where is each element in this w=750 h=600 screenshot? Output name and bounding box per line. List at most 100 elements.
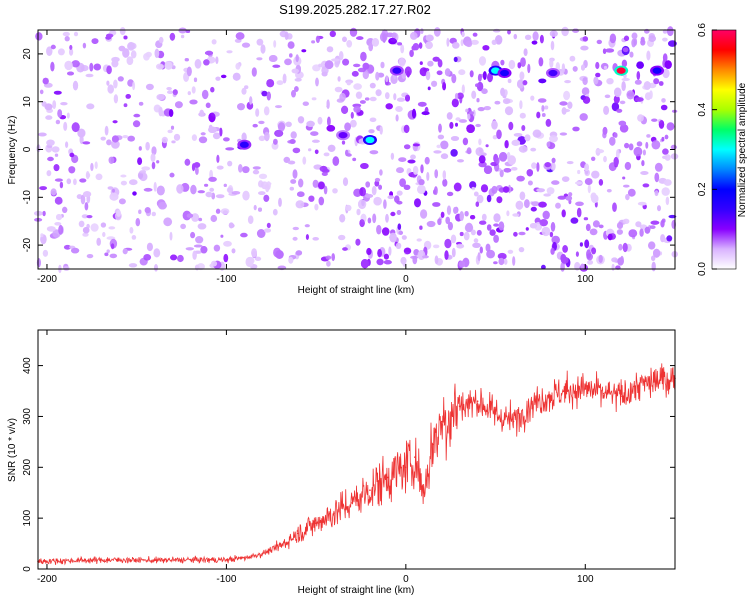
spectrogram-cell — [457, 159, 464, 163]
spectrogram-cell — [664, 134, 669, 140]
spectrogram-cell — [106, 33, 114, 38]
spectrogram-cell — [622, 47, 629, 53]
spectrogram-cell — [180, 34, 185, 39]
spectrogram-cell — [491, 39, 497, 45]
spectrogram-cell — [331, 58, 340, 62]
spectrogram-cell — [584, 239, 590, 249]
spectrogram-cell — [191, 213, 200, 222]
spectrogram-cell — [171, 65, 176, 70]
spectrogram-cell — [216, 154, 220, 163]
snr-data-point — [431, 443, 434, 446]
spectrogram-cell — [446, 191, 454, 197]
spectrogram-cell — [667, 26, 674, 37]
spectrogram-cell — [409, 49, 414, 58]
spectrogram-cell — [494, 100, 501, 105]
spectrogram-cell — [69, 152, 75, 158]
spectrogram-cell — [426, 171, 430, 181]
spectrogram-cell — [478, 138, 482, 146]
spectrogram-cell — [470, 229, 476, 236]
spectrogram-cell — [82, 227, 90, 234]
spectrogram-cell — [654, 190, 659, 197]
spectrogram-cell — [122, 135, 129, 139]
snr-x-tick-label: 100 — [577, 574, 594, 585]
spectrogram-cell — [138, 146, 142, 151]
snr-data-point — [261, 552, 264, 555]
spectrogram-cell — [220, 208, 230, 215]
spectrogram-cell — [308, 195, 315, 202]
spectrogram-cell — [523, 48, 528, 56]
spectrogram-cell — [582, 77, 588, 86]
spectrogram-cell — [549, 135, 558, 143]
spectrogram-cell — [586, 249, 592, 259]
spectrogram-cell — [472, 109, 476, 117]
spectrogram-cell — [318, 63, 322, 68]
spectrogram-cell — [664, 60, 672, 69]
spectrogram-cell — [433, 150, 442, 154]
spectrogram-cell — [46, 139, 55, 146]
spectrogram-cell — [221, 74, 227, 79]
spectrogram-cell — [465, 222, 473, 232]
spectrogram-cell — [582, 36, 588, 42]
spectrogram-cell — [530, 206, 537, 212]
spectrogram-cell — [591, 247, 597, 255]
snr-data-point — [82, 559, 84, 562]
spectrogram-cell — [59, 181, 64, 189]
spectrogram-cell — [109, 253, 118, 259]
spectrogram-cell — [256, 38, 264, 46]
snr-data-point — [656, 380, 658, 382]
spectrogram-cell — [358, 199, 367, 210]
spectrogram-cell — [458, 119, 467, 123]
spectrogram-cell — [150, 153, 156, 163]
spectrogram-cell — [615, 149, 620, 160]
spectrogram-cell — [537, 98, 547, 103]
spectrogram-cell — [151, 146, 157, 156]
spectrogram-cell — [555, 202, 561, 209]
spectrogram-cell — [516, 175, 525, 182]
spectrogram-cell — [60, 102, 68, 106]
spectrogram-cell — [434, 255, 439, 265]
spectrogram-cell — [407, 159, 416, 164]
spectrogram-cell — [96, 237, 101, 246]
spectrogram-cell — [639, 228, 644, 237]
spectrogram-cell — [331, 253, 336, 262]
spectrogram-cell — [394, 195, 400, 203]
spectrogram-cell — [379, 32, 388, 42]
spectrogram-cell — [603, 105, 610, 115]
spectrogram-cell — [575, 201, 584, 206]
spectrogram-feature — [338, 131, 348, 139]
spectrogram-cell — [362, 62, 370, 70]
spectrogram-cell — [40, 233, 44, 238]
spectrogram-cell — [417, 101, 427, 107]
spectrogram-cell — [434, 186, 438, 196]
spectrogram-cell — [291, 68, 299, 74]
spectrogram-cell — [410, 255, 419, 259]
spectrogram-y-tick-label: 20 — [22, 48, 33, 60]
snr-data-point — [584, 387, 587, 390]
snr-data-point — [458, 405, 461, 408]
spectrogram-cell — [406, 70, 410, 78]
spectrogram-cell — [419, 225, 423, 230]
spectrogram-cell — [662, 68, 670, 79]
spectrogram-cell — [329, 30, 336, 38]
spectrogram-cell — [450, 136, 460, 141]
spectrogram-cell — [658, 120, 665, 129]
spectrogram-cell — [71, 122, 80, 133]
spectrogram-cell — [670, 144, 677, 150]
spectrogram-cell — [83, 191, 92, 198]
spectrogram-cell — [215, 194, 225, 199]
spectrogram-cell — [323, 185, 328, 195]
spectrogram-cell — [349, 27, 358, 37]
spectrogram-cell — [290, 179, 297, 184]
spectrogram-cell — [482, 71, 487, 80]
spectrogram-cell — [226, 50, 233, 54]
spectrogram-cell — [550, 162, 556, 171]
spectrogram-cell — [662, 37, 668, 42]
spectrogram-cell — [57, 109, 63, 118]
spectrogram-cell — [85, 171, 90, 180]
spectrogram-cell — [511, 167, 518, 171]
spectrogram-cell — [266, 79, 275, 88]
spectrogram-cell — [453, 56, 458, 63]
spectrogram-cell — [587, 184, 591, 194]
spectrogram-cell — [264, 228, 271, 233]
spectrogram-cell — [380, 61, 385, 69]
